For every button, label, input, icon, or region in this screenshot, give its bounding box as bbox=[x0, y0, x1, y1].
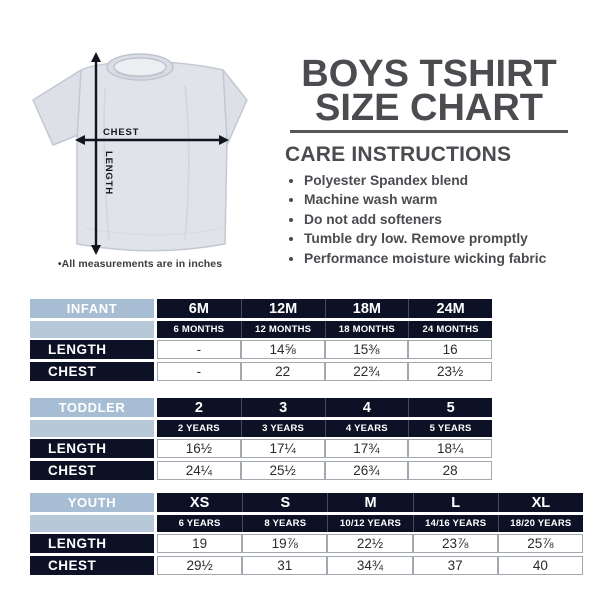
page-title: BOYS TSHIRT SIZE CHART bbox=[283, 53, 575, 129]
size-cell: 5 bbox=[408, 398, 492, 417]
size-cell: 6M bbox=[157, 299, 241, 318]
age-cell: 24 MONTHS bbox=[408, 320, 492, 338]
title-divider bbox=[290, 130, 568, 133]
length-arrow-label: LENGTH bbox=[103, 151, 114, 195]
size-cell: 3 bbox=[240, 398, 325, 417]
value-cell: 16½ bbox=[157, 439, 241, 458]
value-cell: - bbox=[157, 361, 241, 381]
age-cell: 18 MONTHS bbox=[324, 320, 409, 338]
measure-label-cell: LENGTH bbox=[30, 439, 157, 458]
value-cell: 22½ bbox=[327, 534, 413, 553]
care-instructions-heading: CARE INSTRUCTIONS bbox=[285, 143, 512, 166]
value-cell: 31 bbox=[242, 555, 328, 575]
value-cell: 25⅞ bbox=[497, 534, 583, 553]
size-cell: L bbox=[412, 493, 498, 512]
size-cell: M bbox=[327, 493, 413, 512]
empty-cell bbox=[30, 320, 157, 338]
measure-label-cell: LENGTH bbox=[30, 340, 157, 359]
value-cell: 34¾ bbox=[327, 555, 413, 575]
age-cell: 8 YEARS bbox=[242, 514, 328, 532]
value-cell: 40 bbox=[497, 555, 583, 575]
length-arrow bbox=[91, 52, 101, 255]
value-cell: 28 bbox=[408, 460, 492, 480]
value-cell: 17¼ bbox=[240, 439, 325, 458]
age-cell: 6 MONTHS bbox=[157, 320, 241, 338]
size-cell: 12M bbox=[240, 299, 325, 318]
measure-label-cell: LENGTH bbox=[30, 534, 157, 553]
age-cell: 12 MONTHS bbox=[240, 320, 325, 338]
value-cell: 19⅞ bbox=[242, 534, 328, 553]
value-cell: 37 bbox=[412, 555, 498, 575]
value-cell: 22 bbox=[240, 361, 325, 381]
group-cell: YOUTH bbox=[30, 493, 157, 512]
care-item: Tumble dry low. Remove promptly bbox=[304, 229, 590, 248]
care-item: Polyester Spandex blend bbox=[304, 171, 590, 190]
size-cell: S bbox=[242, 493, 328, 512]
empty-cell bbox=[30, 419, 157, 437]
measure-label-cell: CHEST bbox=[30, 361, 157, 381]
age-cell: 18/20 YEARS bbox=[497, 514, 583, 532]
value-cell: 22¾ bbox=[324, 361, 409, 381]
size-cell: 4 bbox=[324, 398, 409, 417]
empty-cell bbox=[30, 514, 157, 532]
age-cell: 3 YEARS bbox=[240, 419, 325, 437]
value-cell: - bbox=[157, 340, 241, 359]
group-cell: TODDLER bbox=[30, 398, 157, 417]
value-cell: 19 bbox=[157, 534, 243, 553]
chest-arrow bbox=[75, 135, 229, 145]
size-table-infant: INFANT 6M 12M 18M 24M 6 MONTHS 12 MONTHS 18 MON… bbox=[30, 299, 492, 381]
size-table-youth: YOUTH XS S M L XL 6 YEARS 8 YEARS 10/12 YEARS 14/… bbox=[30, 493, 583, 575]
chest-arrow-label: CHEST bbox=[103, 127, 139, 138]
value-cell: 29½ bbox=[157, 555, 243, 575]
group-cell: INFANT bbox=[30, 299, 157, 318]
page-title-line1: BOYS TSHIRT bbox=[301, 53, 557, 95]
value-cell: 14⅝ bbox=[240, 340, 325, 359]
age-cell: 10/12 YEARS bbox=[327, 514, 413, 532]
measure-label-cell: CHEST bbox=[30, 460, 157, 480]
value-cell: 16 bbox=[408, 340, 492, 359]
age-cell: 14/16 YEARS bbox=[412, 514, 498, 532]
tshirt-icon: CHEST LENGTH bbox=[32, 52, 248, 255]
age-cell: 4 YEARS bbox=[324, 419, 409, 437]
size-table-toddler: TODDLER 2 3 4 5 2 YEARS 3 YEARS 4 YEARS 5 YEARS L… bbox=[30, 398, 492, 480]
value-cell: 23½ bbox=[408, 361, 492, 381]
value-cell: 24¼ bbox=[157, 460, 241, 480]
value-cell: 23⅞ bbox=[412, 534, 498, 553]
size-cell: 18M bbox=[324, 299, 409, 318]
value-cell: 15⅜ bbox=[324, 340, 409, 359]
size-cell: XS bbox=[157, 493, 243, 512]
measurement-note: •All measurements are in inches bbox=[57, 258, 223, 270]
tshirt-figure: CHEST LENGTH bbox=[25, 48, 255, 266]
size-cell: XL bbox=[497, 493, 583, 512]
care-item: Performance moisture wicking fabric bbox=[304, 249, 590, 268]
age-cell: 2 YEARS bbox=[157, 419, 241, 437]
age-cell: 6 YEARS bbox=[157, 514, 243, 532]
value-cell: 18¼ bbox=[408, 439, 492, 458]
value-cell: 25½ bbox=[240, 460, 325, 480]
value-cell: 26¾ bbox=[324, 460, 409, 480]
age-cell: 5 YEARS bbox=[408, 419, 492, 437]
care-item: Do not add softeners bbox=[304, 210, 590, 229]
size-cell: 2 bbox=[157, 398, 241, 417]
care-item: Machine wash warm bbox=[304, 190, 590, 209]
size-cell: 24M bbox=[408, 299, 492, 318]
value-cell: 17¾ bbox=[324, 439, 409, 458]
care-instructions-list: Polyester Spandex blendMachine wash warm… bbox=[290, 171, 590, 268]
page-title-line2: SIZE CHART bbox=[315, 87, 543, 129]
measure-label-cell: CHEST bbox=[30, 555, 157, 575]
